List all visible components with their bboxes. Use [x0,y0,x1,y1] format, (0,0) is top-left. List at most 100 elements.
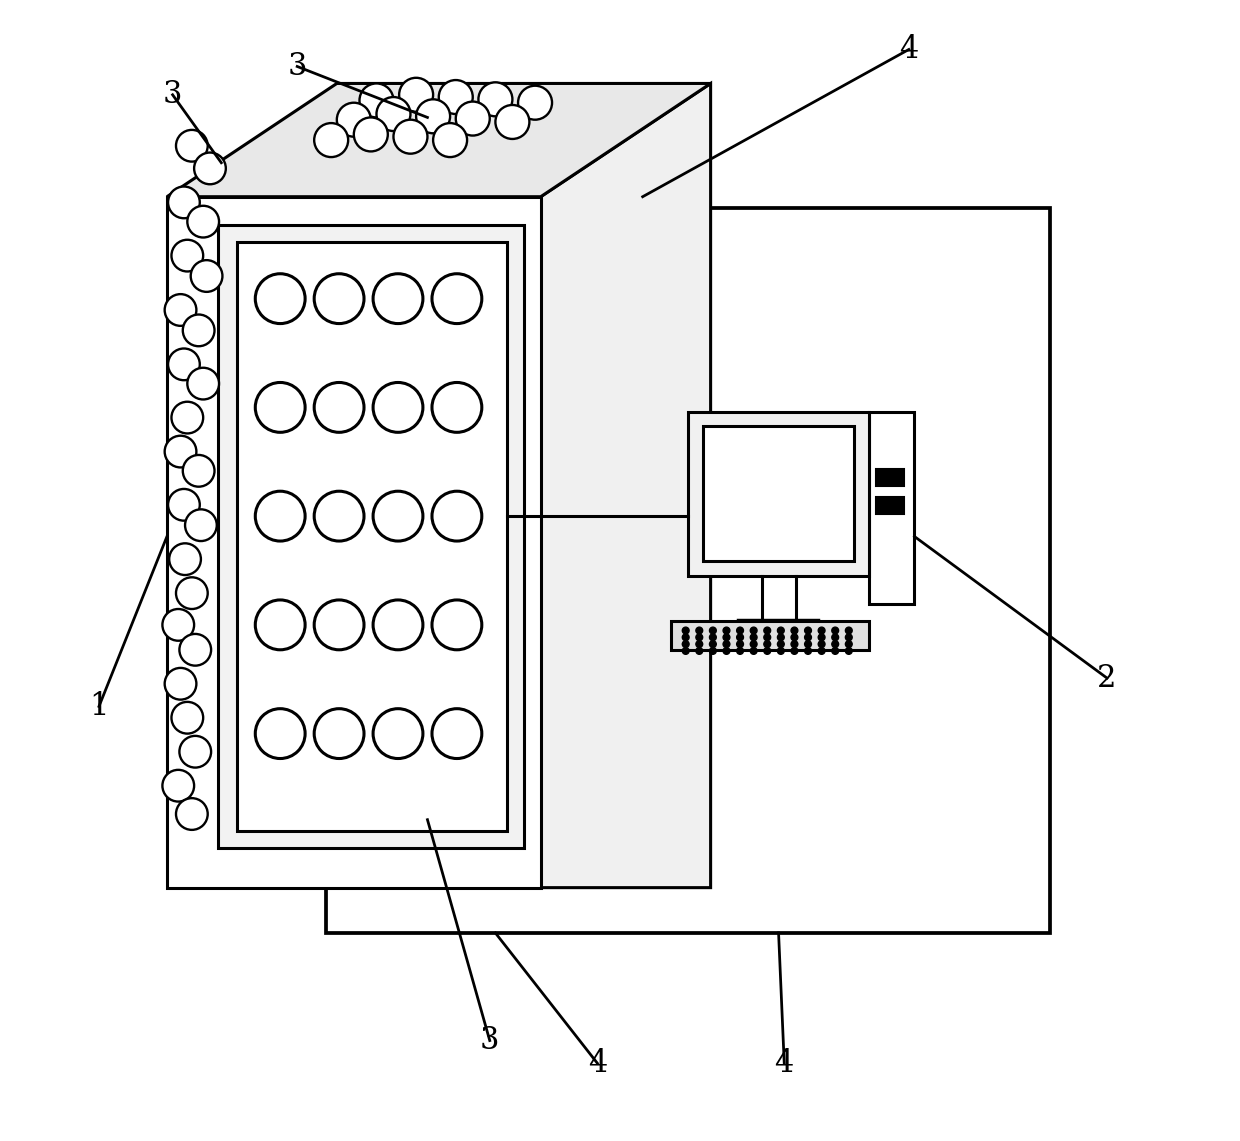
Circle shape [805,634,811,641]
Circle shape [737,648,744,654]
Circle shape [171,702,203,734]
Polygon shape [671,622,869,649]
Circle shape [176,577,208,609]
Circle shape [764,648,770,654]
Circle shape [832,648,838,654]
Circle shape [696,648,703,654]
Circle shape [165,294,196,326]
Circle shape [187,205,219,237]
Circle shape [314,709,365,759]
Circle shape [432,600,482,649]
Circle shape [846,648,852,654]
Circle shape [764,641,770,648]
Circle shape [162,770,195,802]
Polygon shape [703,426,854,561]
Circle shape [314,123,348,157]
Circle shape [777,634,784,641]
Text: 3: 3 [288,51,308,82]
Circle shape [682,641,689,648]
Circle shape [432,274,482,324]
Circle shape [373,709,423,759]
Circle shape [182,455,215,487]
Circle shape [818,641,825,648]
Circle shape [417,99,450,133]
Circle shape [169,489,200,520]
Circle shape [432,382,482,432]
Circle shape [496,105,529,139]
Circle shape [255,382,305,432]
Circle shape [846,634,852,641]
Polygon shape [218,225,523,848]
Circle shape [723,648,730,654]
Circle shape [764,634,770,641]
Circle shape [399,78,433,112]
Circle shape [750,641,758,648]
Circle shape [737,628,744,634]
Circle shape [846,641,852,648]
Circle shape [832,641,838,648]
Circle shape [737,634,744,641]
Circle shape [818,648,825,654]
Circle shape [456,102,490,136]
Circle shape [777,628,784,634]
Circle shape [182,315,215,346]
Circle shape [791,648,797,654]
Polygon shape [237,242,507,831]
Circle shape [805,648,811,654]
Circle shape [353,118,388,152]
Circle shape [169,186,200,218]
Circle shape [176,130,208,162]
Circle shape [337,103,371,137]
Circle shape [373,382,423,432]
Bar [875,469,904,486]
Circle shape [439,80,472,114]
Circle shape [791,628,797,634]
Circle shape [805,641,811,648]
Circle shape [791,641,797,648]
Circle shape [709,634,717,641]
Circle shape [162,609,195,641]
Circle shape [696,641,703,648]
Circle shape [709,641,717,648]
Circle shape [314,382,365,432]
Circle shape [314,492,365,541]
Circle shape [682,648,689,654]
Circle shape [750,648,758,654]
Circle shape [737,641,744,648]
Circle shape [432,709,482,759]
Circle shape [777,641,784,648]
Text: 1: 1 [89,691,109,722]
Circle shape [314,274,365,324]
Circle shape [818,634,825,641]
Text: 4: 4 [899,34,919,65]
Polygon shape [167,83,711,196]
Circle shape [169,348,200,380]
Circle shape [171,240,203,272]
Circle shape [171,402,203,434]
Circle shape [709,628,717,634]
Circle shape [185,509,217,541]
Polygon shape [869,412,914,605]
Circle shape [805,628,811,634]
Circle shape [187,367,219,399]
Text: 3: 3 [480,1025,500,1057]
Circle shape [791,634,797,641]
Circle shape [255,274,305,324]
Text: 2: 2 [1097,663,1117,694]
Circle shape [764,628,770,634]
Circle shape [433,123,467,157]
Circle shape [696,634,703,641]
Circle shape [169,543,201,575]
Circle shape [432,492,482,541]
Circle shape [373,492,423,541]
Circle shape [180,736,211,768]
Circle shape [377,97,410,131]
Circle shape [846,628,852,634]
Text: 3: 3 [162,79,182,111]
Text: 4: 4 [588,1047,606,1078]
Circle shape [832,634,838,641]
Polygon shape [541,83,711,888]
Circle shape [682,634,689,641]
Circle shape [255,709,305,759]
Circle shape [373,600,423,649]
